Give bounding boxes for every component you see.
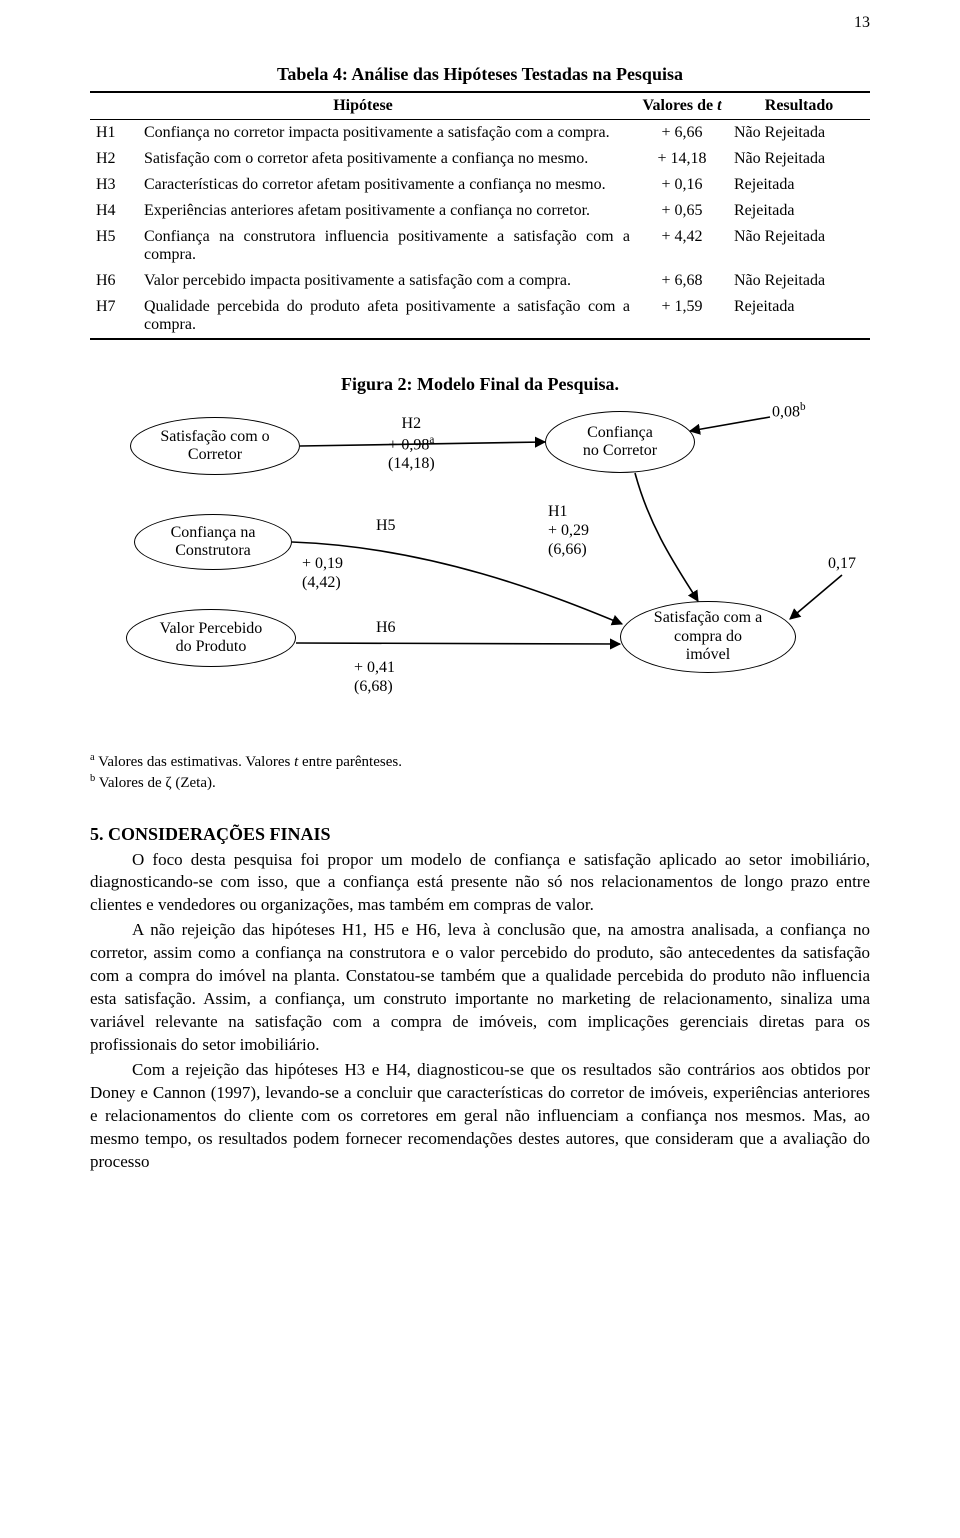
- cell-desc: Confiança no corretor impacta positivame…: [138, 120, 636, 147]
- cell-code: H1: [90, 120, 138, 147]
- edge-label-h2: H2 + 0,98a (14,18): [388, 415, 435, 474]
- cell-result: Não Rejeitada: [728, 268, 870, 294]
- zeta-label-2: 0,17: [828, 555, 856, 574]
- cell-tvalue: + 6,66: [636, 120, 728, 147]
- cell-result: Não Rejeitada: [728, 224, 870, 268]
- edge-label-h5-vals: + 0,19 (4,42): [302, 555, 343, 593]
- table-row: H6Valor percebido impacta positivamente …: [90, 268, 870, 294]
- cell-code: H2: [90, 146, 138, 172]
- hypotheses-table: Hipótese Valores de t Resultado H1Confia…: [90, 91, 870, 340]
- edge-h1: [635, 473, 698, 601]
- footnote-b: b Valores de ζ (Zeta).: [90, 772, 870, 793]
- cell-tvalue: + 4,42: [636, 224, 728, 268]
- zeta-label-1: 0,08b: [772, 401, 806, 422]
- cell-tvalue: + 0,65: [636, 198, 728, 224]
- cell-code: H4: [90, 198, 138, 224]
- page: 13 Tabela 4: Análise das Hipóteses Testa…: [0, 0, 960, 1236]
- cell-desc: Características do corretor afetam posit…: [138, 172, 636, 198]
- cell-desc: Valor percebido impacta positivamente a …: [138, 268, 636, 294]
- node-confianca-construtora: Confiança naConstrutora: [134, 514, 292, 570]
- th-result: Resultado: [728, 92, 870, 120]
- edge-label-h6-text: H6: [376, 619, 396, 638]
- section-title: 5. CONSIDERAÇÕES FINAIS: [90, 824, 870, 845]
- th-hypothesis: Hipótese: [90, 92, 636, 120]
- body-paragraph: O foco desta pesquisa foi propor um mode…: [90, 849, 870, 918]
- table-row: H1Confiança no corretor impacta positiva…: [90, 120, 870, 147]
- table-row: H5Confiança na construtora influencia po…: [90, 224, 870, 268]
- cell-result: Rejeitada: [728, 198, 870, 224]
- cell-code: H6: [90, 268, 138, 294]
- table-row: H3Características do corretor afetam pos…: [90, 172, 870, 198]
- cell-result: Rejeitada: [728, 294, 870, 339]
- zeta-arrow-1: [690, 417, 770, 431]
- cell-result: Não Rejeitada: [728, 146, 870, 172]
- table-row: H7Qualidade percebida do produto afeta p…: [90, 294, 870, 339]
- cell-desc: Confiança na construtora influencia posi…: [138, 224, 636, 268]
- body-paragraph: A não rejeição das hipóteses H1, H5 e H6…: [90, 919, 870, 1057]
- cell-desc: Experiências anteriores afetam positivam…: [138, 198, 636, 224]
- cell-result: Rejeitada: [728, 172, 870, 198]
- cell-tvalue: + 14,18: [636, 146, 728, 172]
- edge-label-h5-text: H5: [376, 517, 396, 536]
- body-paragraph: Com a rejeição das hipóteses H3 e H4, di…: [90, 1059, 870, 1174]
- figure-footnotes: a Valores das estimativas. Valores t ent…: [90, 751, 870, 794]
- figure-diagram: Satisfação com oCorretor Confiança naCon…: [90, 399, 870, 729]
- edge-h6: [296, 643, 620, 644]
- cell-code: H5: [90, 224, 138, 268]
- cell-tvalue: + 1,59: [636, 294, 728, 339]
- table-row: H4Experiências anteriores afetam positiv…: [90, 198, 870, 224]
- figure-title: Figura 2: Modelo Final da Pesquisa.: [90, 374, 870, 395]
- table-title: Tabela 4: Análise das Hipóteses Testadas…: [90, 64, 870, 85]
- cell-code: H7: [90, 294, 138, 339]
- node-valor-percebido: Valor Percebidodo Produto: [126, 609, 296, 667]
- cell-tvalue: + 6,68: [636, 268, 728, 294]
- cell-desc: Qualidade percebida do produto afeta pos…: [138, 294, 636, 339]
- node-confianca-corretor: Confiançano Corretor: [545, 411, 695, 473]
- node-satisfacao-compra: Satisfação com acompra doimóvel: [620, 601, 796, 673]
- cell-desc: Satisfação com o corretor afeta positiva…: [138, 146, 636, 172]
- th-tvalues: Valores de t: [636, 92, 728, 120]
- zeta-arrow-2: [790, 575, 842, 619]
- node-satisfacao-corretor: Satisfação com oCorretor: [130, 417, 300, 475]
- footnote-a: a Valores das estimativas. Valores t ent…: [90, 751, 870, 772]
- cell-code: H3: [90, 172, 138, 198]
- table-header-row: Hipótese Valores de t Resultado: [90, 92, 870, 120]
- table-row: H2Satisfação com o corretor afeta positi…: [90, 146, 870, 172]
- page-number: 13: [854, 14, 870, 32]
- edge-label-h1: H1 + 0,29 (6,66): [548, 503, 589, 560]
- cell-tvalue: + 0,16: [636, 172, 728, 198]
- edge-label-h6-vals: + 0,41 (6,68): [354, 659, 395, 697]
- cell-result: Não Rejeitada: [728, 120, 870, 147]
